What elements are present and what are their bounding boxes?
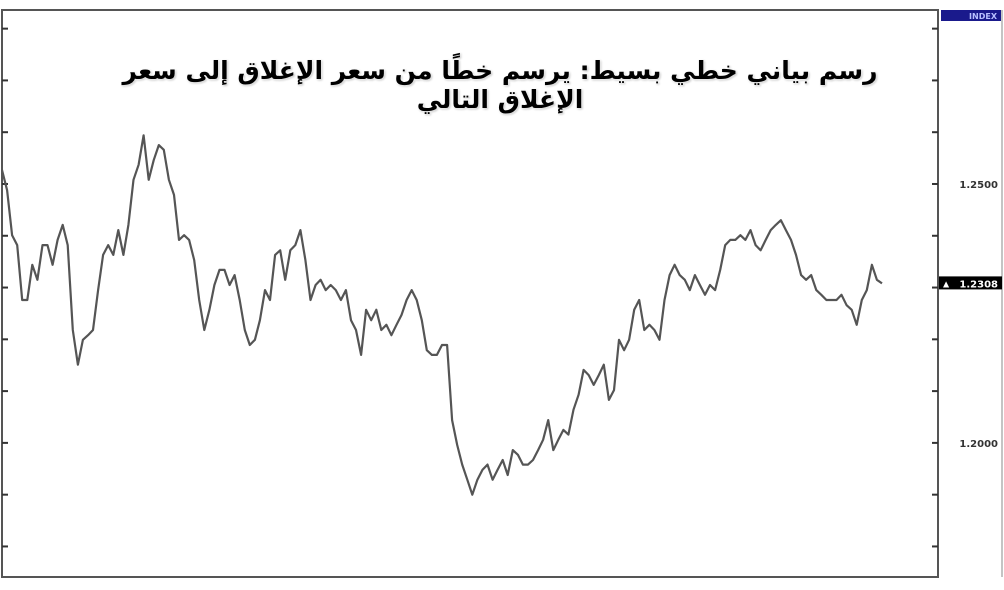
index-badge: INDEX <box>969 12 998 21</box>
plot-frame <box>1 9 939 578</box>
y-tick-label: 1.2500 <box>959 180 998 191</box>
price-line <box>0 134 883 496</box>
y-tick-label: 1.2000 <box>959 439 998 450</box>
chart-title: رسم بياني خطي بسيط: يرسم خطًا من سعر الإ… <box>122 56 878 114</box>
current-price-arrow-icon: ▲ <box>943 279 950 288</box>
current-price-label: 1.2308 <box>959 279 998 290</box>
index-badge-bg <box>941 10 1001 21</box>
current-price-marker: ▲ 1.2308 <box>939 276 1002 290</box>
